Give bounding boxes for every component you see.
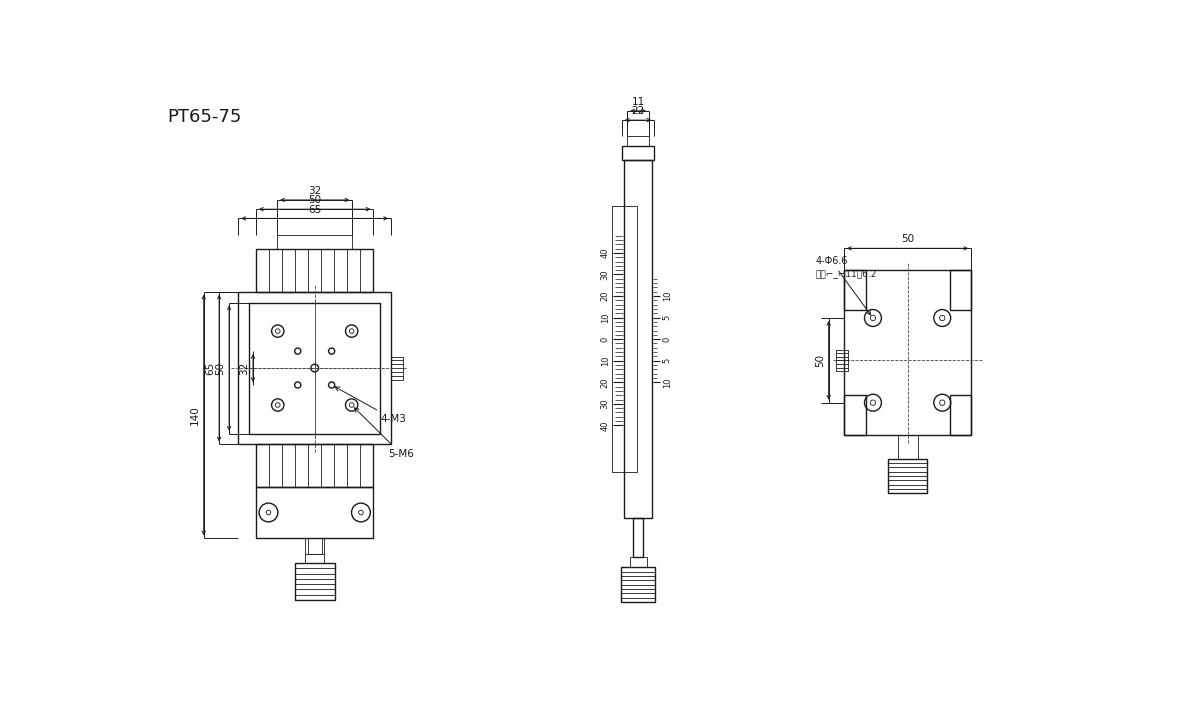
- Text: 50: 50: [215, 362, 226, 375]
- Bar: [844, 270, 865, 310]
- Text: 10: 10: [662, 377, 672, 388]
- Text: 背面⌐_⌐11深6.2: 背面⌐_⌐11深6.2: [815, 270, 876, 278]
- Bar: [836, 349, 848, 371]
- Text: 10: 10: [662, 291, 672, 302]
- Bar: [844, 270, 971, 436]
- Bar: [612, 207, 636, 472]
- Text: 30: 30: [601, 269, 610, 280]
- Text: 20: 20: [601, 377, 610, 388]
- Bar: [949, 395, 971, 436]
- Bar: [844, 395, 865, 436]
- Text: 50: 50: [308, 195, 322, 205]
- Text: 11: 11: [631, 97, 644, 107]
- Bar: [632, 518, 643, 557]
- Bar: [630, 557, 647, 568]
- Text: 65: 65: [308, 204, 322, 215]
- Text: 140: 140: [190, 405, 200, 425]
- Text: 5: 5: [662, 315, 672, 320]
- Text: 10: 10: [601, 312, 610, 323]
- Text: PT65-75: PT65-75: [167, 108, 241, 126]
- Text: 5: 5: [662, 358, 672, 363]
- Bar: [624, 160, 652, 518]
- Text: 40: 40: [601, 420, 610, 431]
- Text: 65: 65: [205, 362, 215, 375]
- Bar: [277, 236, 353, 249]
- Bar: [295, 563, 335, 600]
- Text: 50: 50: [901, 234, 914, 244]
- Text: 5-M6: 5-M6: [354, 407, 414, 459]
- Bar: [307, 539, 322, 554]
- Bar: [256, 249, 373, 291]
- Text: 40: 40: [601, 248, 610, 258]
- Bar: [888, 458, 926, 493]
- Bar: [256, 444, 373, 486]
- Text: 20: 20: [601, 291, 610, 302]
- Bar: [628, 136, 649, 146]
- Text: 32: 32: [308, 186, 322, 196]
- Text: 0: 0: [662, 336, 672, 341]
- Text: 0: 0: [601, 336, 610, 341]
- Text: 32: 32: [239, 362, 250, 375]
- Text: 50: 50: [815, 354, 824, 367]
- Bar: [256, 486, 373, 539]
- Text: 22: 22: [631, 107, 644, 116]
- Bar: [306, 554, 324, 563]
- Bar: [949, 270, 971, 310]
- Bar: [622, 568, 655, 602]
- Bar: [250, 302, 380, 434]
- Bar: [622, 146, 654, 160]
- Bar: [898, 436, 918, 458]
- Text: 4-Φ6.6: 4-Φ6.6: [815, 256, 871, 315]
- Bar: [391, 357, 403, 380]
- Text: 30: 30: [601, 399, 610, 409]
- Text: 4-M3: 4-M3: [335, 387, 406, 424]
- Bar: [239, 291, 391, 444]
- Text: 10: 10: [601, 355, 610, 366]
